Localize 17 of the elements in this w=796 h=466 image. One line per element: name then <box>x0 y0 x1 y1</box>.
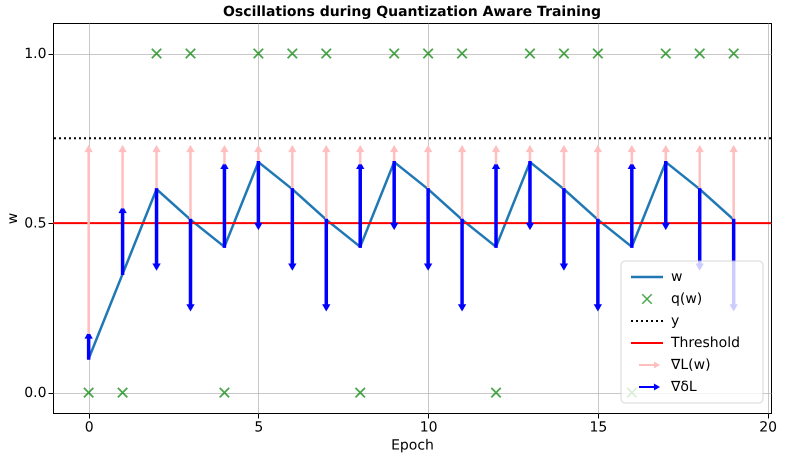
legend-label: ∇δL <box>670 379 697 395</box>
y-tick-label: 0.5 <box>24 216 46 232</box>
x-tick-label: 0 <box>84 420 94 436</box>
x-axis-title: Epoch <box>391 438 434 454</box>
x-tick-label: 5 <box>254 420 264 436</box>
x-tick-label: 15 <box>589 420 608 436</box>
y-tick-label: 0.0 <box>24 385 46 402</box>
y-tick-label: 1.0 <box>24 46 46 62</box>
y-axis-title: w <box>5 212 22 224</box>
x-tick-label: 10 <box>420 420 438 436</box>
x-tick-label: 20 <box>759 420 778 436</box>
legend-label: Threshold <box>670 335 740 351</box>
legend-label: y <box>671 313 680 329</box>
chart-title: Oscillations during Quantization Aware Training <box>223 4 601 20</box>
legend-label: q(w) <box>671 291 702 307</box>
legend-label: ∇L(w) <box>670 357 711 373</box>
legend-label: w <box>671 269 682 285</box>
